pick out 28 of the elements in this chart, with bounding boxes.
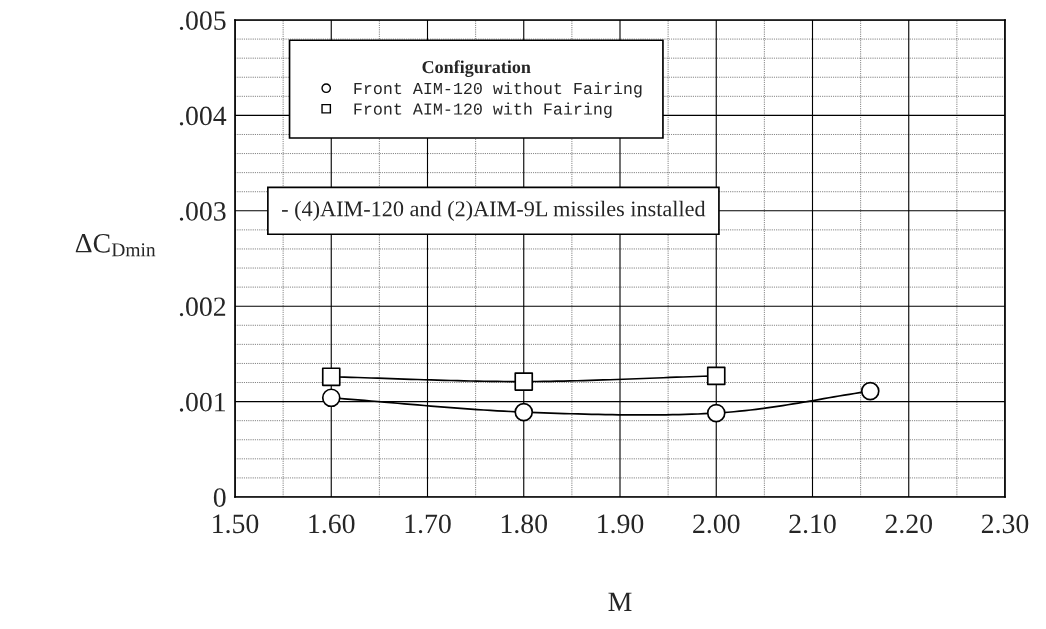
- point: [706, 403, 726, 423]
- x-tick-label: 1.50: [213, 514, 259, 534]
- x-tick-label: 1.80: [501, 514, 547, 534]
- y-tick-label: 0: [213, 488, 226, 507]
- x-tick-label: 2.20: [885, 514, 932, 534]
- y-tick-label: .005: [179, 11, 226, 31]
- y-tick-label: .004: [179, 106, 227, 126]
- y-tick-label: .003: [179, 201, 226, 221]
- x-tick-label: 1.60: [309, 514, 355, 534]
- x-tick-label: 2.10: [789, 514, 836, 534]
- point: [514, 372, 534, 391]
- point: [706, 366, 726, 386]
- legend-label: Front AIM-120 with Fairing: [354, 102, 612, 119]
- x-tick-label: 1.70: [405, 514, 451, 534]
- x-axis-title: M: [608, 592, 632, 611]
- legend-title: Configuration: [422, 60, 531, 77]
- x-tick-label: 2.00: [693, 514, 740, 534]
- point: [514, 402, 534, 422]
- y-tick-label: .001: [179, 392, 225, 412]
- point: [860, 381, 880, 401]
- y-axis-title: ΔC$_{Dmin}$: [75, 233, 156, 257]
- y-tick-label: .002: [179, 297, 226, 317]
- annotation: - (4)AIM-120 and (2)AIM-9L missiles installed: [282, 200, 706, 221]
- point: [321, 367, 341, 387]
- x-tick-label: 1.90: [598, 514, 644, 534]
- x-tick-label: 2.30: [981, 514, 1029, 534]
- legend-label: Front AIM-120 without Fairing: [354, 81, 642, 98]
- point: [321, 388, 341, 408]
